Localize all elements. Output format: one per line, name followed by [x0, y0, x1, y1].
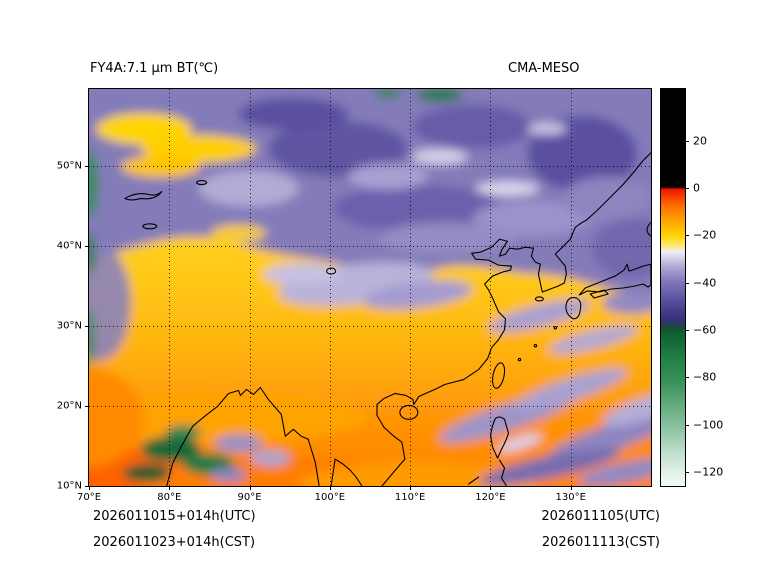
x-tick-label: 90°E — [237, 492, 262, 503]
y-tick-label: 20°N — [56, 400, 82, 412]
model-title: CMA-MESO — [508, 61, 580, 76]
x-tick-mark — [410, 486, 412, 490]
init-time-cst: 2026011023+014h(CST) — [93, 535, 256, 550]
grid-line-parallel — [89, 245, 651, 247]
grid-line-parallel — [89, 165, 651, 167]
x-tick-mark — [89, 486, 90, 490]
x-tick-label: 70°E — [76, 492, 102, 503]
valid-time-cst: 2026011113(CST) — [541, 535, 660, 550]
x-tick-mark — [169, 486, 171, 490]
grid-line-parallel — [89, 325, 651, 327]
grid-line-meridian — [329, 89, 331, 486]
grid-line-meridian — [490, 89, 492, 486]
init-time-utc: 2026011015+014h(UTC) — [93, 509, 256, 524]
y-tick-mark — [85, 245, 89, 247]
x-tick-mark — [490, 486, 492, 490]
colorbar: 20 0 −20 −40 −60 −80 −100 −120 — [660, 88, 723, 487]
y-tick-mark — [85, 486, 89, 487]
grid-line-meridian — [410, 89, 412, 486]
colorbar-ticks: 20 0 −20 −40 −60 −80 −100 −120 — [661, 89, 723, 486]
y-tick-label: 40°N — [56, 240, 82, 252]
x-tick-label: 100°E — [314, 492, 346, 503]
y-tick-label: 30°N — [56, 320, 82, 332]
y-tick-mark — [85, 325, 89, 327]
x-tick-label: 130°E — [555, 492, 586, 503]
x-tick-label: 110°E — [394, 492, 426, 503]
plot-title: FY4A:7.1 μm BT(℃) — [90, 61, 219, 76]
x-tick-label: 120°E — [475, 492, 506, 503]
grid-line-meridian — [249, 89, 251, 486]
x-tick-label: 80°E — [157, 492, 182, 503]
y-tick-mark — [85, 405, 89, 407]
colorbar-gradient — [661, 89, 685, 486]
y-tick-label: 50°N — [56, 160, 82, 172]
valid-time-utc: 2026011105(UTC) — [541, 509, 660, 524]
map-overlay: 70°E 80°E 90°E 100°E 110°E 120°E 130°E 10°N 20°N… — [57, 89, 651, 503]
grid-line-meridian — [169, 89, 171, 486]
coastlines — [124, 152, 651, 486]
grid-line-parallel — [89, 405, 651, 407]
y-tick-mark — [85, 165, 89, 167]
map-panel: 70°E 80°E 90°E 100°E 110°E 120°E 130°E 10°N 20°N… — [57, 88, 652, 503]
x-tick-mark — [249, 486, 251, 490]
y-tick-label: 10°N — [56, 480, 82, 492]
x-tick-mark — [570, 486, 572, 490]
x-tick-mark — [329, 486, 331, 490]
grid-line-meridian — [570, 89, 572, 486]
